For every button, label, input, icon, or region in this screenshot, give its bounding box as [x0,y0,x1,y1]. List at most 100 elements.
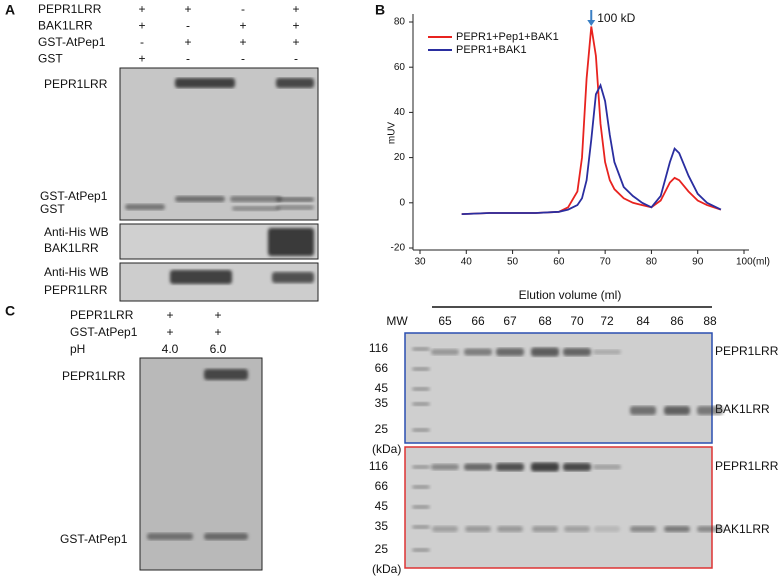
panel-label: B [375,2,385,18]
band [230,196,282,202]
band [412,347,430,351]
condition-sign: + [166,308,173,322]
condition-sign: + [138,52,145,66]
y-tick-label: 0 [399,197,405,208]
band [276,197,314,202]
legend-label: PEPR1+BAK1 [456,44,527,56]
section-title: Elution volume (ml) [519,288,622,302]
condition-sign: + [138,2,145,16]
condition-sign: 4.0 [162,342,179,356]
x-tick-label: 80 [646,257,658,268]
band [563,348,591,356]
panel-label: C [5,303,15,319]
band-label: BAK1LRR [715,402,770,416]
condition-label: GST-AtPep1 [38,35,106,49]
y-tick-label: 20 [394,152,406,163]
marker-label: 25 [375,422,389,436]
column-header: MW [386,314,408,328]
marker-label: 116 [369,459,388,473]
band [175,78,235,88]
band [412,505,430,509]
condition-label: BAK1LRR [38,19,93,33]
marker-label: 35 [375,519,389,533]
condition-label: GST-AtPep1 [70,325,138,339]
gel-label: Anti-His WB [44,265,109,279]
lane-label: 66 [471,314,485,328]
gel-label: PEPR1LRR [44,77,108,91]
condition-sign: - [186,19,190,33]
gel-label: GST-AtPep1 [60,532,128,546]
band [564,526,590,532]
band [272,272,314,283]
lane-label: 86 [670,314,684,328]
band [276,205,314,210]
legend-label: PEPR1+Pep1+BAK1 [456,31,559,43]
band [276,78,314,88]
band [697,526,723,532]
x-tick-label: 70 [600,257,612,268]
band-label: PEPR1LRR [715,344,779,358]
band-label: PEPR1LRR [715,459,779,473]
unit-label: (kDa) [372,562,401,576]
condition-label: PEPR1LRR [38,2,102,16]
lane-label: 88 [703,314,717,328]
band [125,204,165,210]
condition-label: PEPR1LRR [70,308,134,322]
annotation-arrowhead [587,20,596,26]
band [232,206,280,211]
band [630,526,656,532]
band [170,270,232,284]
band [531,347,559,357]
x-tick-label: 40 [461,257,473,268]
gel-label: PEPR1LRR [62,369,126,383]
band [664,526,690,532]
band [412,525,430,529]
band [496,348,524,356]
x-tick-label: 60 [553,257,565,268]
condition-sign: - [186,52,190,66]
lane-label: 65 [438,314,452,328]
band [412,402,430,406]
marker-label: 25 [375,542,389,556]
band [412,485,430,489]
marker-label: 66 [375,479,389,493]
band [630,406,656,415]
panel-label: A [5,2,15,18]
gel-label: Anti-His WB [44,225,109,239]
condition-label: pH [70,342,85,356]
band [412,465,430,469]
band [496,463,524,471]
gel [119,67,319,221]
condition-sign: + [214,308,221,322]
band [563,463,591,471]
condition-label: GST [38,52,63,66]
condition-sign: - [241,2,245,16]
band [147,533,193,540]
y-tick-label: 80 [394,17,406,28]
gel-label: PEPR1LRR [44,283,108,297]
condition-sign: 6.0 [210,342,227,356]
gel-label: GST-AtPep1 [40,189,108,203]
condition-sign: + [239,35,246,49]
x-tick-label: 50 [507,257,519,268]
x-tick-label: 90 [692,257,704,268]
condition-sign: + [184,35,191,49]
condition-sign: + [214,325,221,339]
band [412,367,430,371]
condition-sign: + [292,35,299,49]
band [464,463,492,471]
x-tick-label: 100(ml) [736,257,770,268]
marker-label: 66 [375,361,389,375]
band [531,462,559,472]
marker-label: 116 [369,341,388,355]
band [431,349,459,355]
y-tick-label: 60 [394,62,406,73]
band [593,349,621,355]
condition-sign: + [292,19,299,33]
series-line [461,82,722,215]
lane-label: 84 [636,314,650,328]
condition-sign: + [184,2,191,16]
band-label: BAK1LRR [715,522,770,536]
y-axis-label: mUV [387,122,398,145]
